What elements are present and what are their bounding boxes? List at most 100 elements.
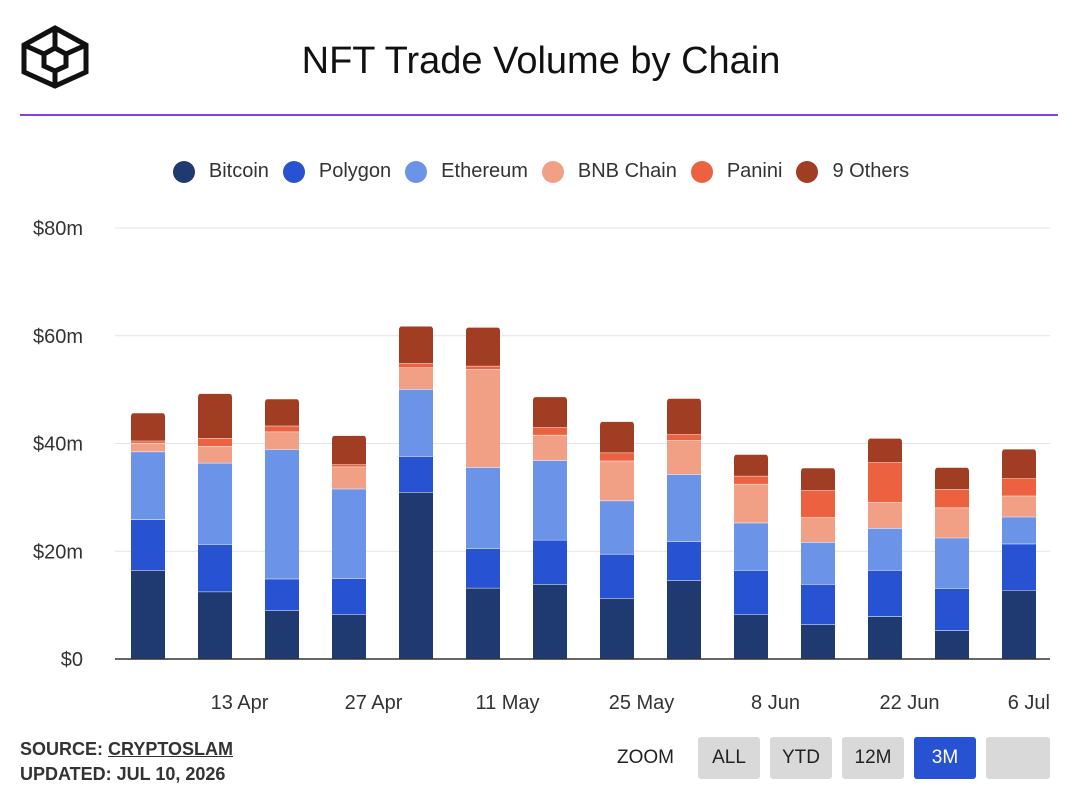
bar-segment-bnb-chain [198, 446, 232, 463]
bar-segment-bnb-chain [466, 369, 500, 468]
bar-segment-9-others [801, 467, 835, 491]
legend-swatch [690, 160, 713, 183]
zoom-12m-button[interactable]: 12M [842, 737, 904, 779]
bar-segment-polygon [667, 541, 701, 581]
page-title: NFT Trade Volume by Chain [301, 40, 781, 82]
bar-segment-9-others [667, 398, 701, 435]
bar-segment-9-others [131, 412, 165, 441]
bar-segment-bnb-chain [868, 502, 902, 529]
bar-segment-panini [131, 440, 165, 443]
bar-segment-polygon [131, 519, 165, 571]
x-tick-label: 8 Jun [751, 692, 800, 714]
zoom-3m-button[interactable]: 3M [914, 737, 976, 779]
bar-segment-polygon [734, 570, 768, 615]
bar-segment-bitcoin [600, 598, 634, 659]
bar-segment-ethereum [600, 500, 634, 554]
bar-segment-9-others [935, 467, 969, 490]
stacked-bar-chart: $0 $20m $40m $60m $80m 13 Apr 27 Apr 11 May 25 M… [33, 218, 1050, 714]
chart-legend: Bitcoin Polygon Ethereum BNB Chain Panini 9 O… [0, 160, 1082, 183]
bar-segment-bnb-chain [935, 507, 969, 538]
bar-segment-polygon [533, 539, 567, 585]
bar-segment-bnb-chain [600, 460, 634, 501]
legend-item-panini[interactable]: Panini [690, 160, 782, 183]
y-tick-label: $80m [33, 218, 83, 240]
zoom-blank-button[interactable] [986, 737, 1050, 779]
bar-segment-ethereum [399, 389, 433, 457]
bar-segment-9-others [533, 396, 567, 428]
legend-item-bitcoin[interactable]: Bitcoin [172, 160, 269, 183]
bar-segment-bnb-chain [533, 434, 567, 461]
bar-segment-9-others [600, 421, 634, 453]
legend-label: Ethereum [441, 160, 528, 182]
bar-segment-ethereum [131, 451, 165, 520]
bar-segment-9-others [399, 326, 433, 364]
bar-segment-ethereum [734, 522, 768, 571]
source-label: SOURCE: [20, 739, 109, 759]
zoom-all-button[interactable]: ALL [698, 737, 760, 779]
legend-label: Polygon [318, 160, 392, 182]
bar-segment-ethereum [801, 542, 835, 585]
legend-item-ethereum[interactable]: Ethereum [405, 160, 528, 183]
bar-segment-polygon [935, 588, 969, 631]
bar-segment-bnb-chain [131, 442, 165, 452]
bar-segment-bitcoin [734, 614, 768, 659]
zoom-label: ZOOM [617, 747, 674, 768]
x-tick-label: 13 Apr [211, 692, 269, 714]
bar-segment-bitcoin [131, 570, 165, 659]
bar-segment-panini [868, 462, 902, 503]
bar-segment-bitcoin [399, 491, 433, 659]
source-link[interactable]: CRYPTOSLAM [108, 739, 234, 759]
bar-segment-bitcoin [868, 616, 902, 659]
bar-segment-9-others [734, 454, 768, 476]
y-tick-label: $40m [33, 434, 83, 456]
legend-swatch [796, 160, 819, 183]
bar-segment-panini [332, 464, 366, 467]
legend-item-polygon[interactable]: Polygon [282, 160, 392, 183]
x-tick-label: 22 Jun [879, 692, 939, 714]
bar-segment-panini [533, 427, 567, 435]
bar-segment-panini [198, 438, 232, 447]
legend-swatch [172, 160, 195, 183]
bar-segment-polygon [1002, 543, 1036, 591]
bar-segment-bnb-chain [1002, 495, 1036, 517]
bar-segment-bnb-chain [801, 517, 835, 543]
source-info: SOURCE: CRYPTOSLAM UPDATED: JUL 10, 2026 [20, 737, 233, 787]
bar-segment-bnb-chain [265, 431, 299, 450]
title-divider [20, 114, 1058, 116]
bar-segment-bnb-chain [667, 440, 701, 475]
bar-segment-9-others [265, 398, 299, 426]
bar-segment-panini [265, 425, 299, 432]
legend-label: Bitcoin [208, 160, 269, 182]
bar-segment-polygon [868, 570, 902, 617]
bar-segment-polygon [265, 578, 299, 611]
bar-segment-ethereum [667, 474, 701, 542]
bar-segment-polygon [466, 548, 500, 588]
bar-segment-ethereum [466, 467, 500, 549]
bar-segment-panini [935, 489, 969, 508]
y-tick-label: $60m [33, 326, 83, 348]
bar-segment-ethereum [533, 460, 567, 540]
bar-segment-9-others [466, 327, 500, 366]
bar-segment-ethereum [868, 528, 902, 571]
y-tick-label: $0 [61, 649, 83, 671]
bar-segment-bnb-chain [332, 466, 366, 489]
bar-segment-bitcoin [1002, 590, 1036, 659]
legend-label: BNB Chain [577, 160, 677, 182]
legend-label: 9 Others [832, 160, 910, 182]
bar-segment-ethereum [198, 462, 232, 545]
legend-item-bnb-chain[interactable]: BNB Chain [541, 160, 677, 183]
bar-segment-9-others [868, 438, 902, 463]
bar-segment-polygon [600, 553, 634, 599]
bar-segment-polygon [198, 544, 232, 592]
bar-segment-bitcoin [801, 624, 835, 659]
bar-segment-polygon [332, 578, 366, 615]
legend-item-9-others[interactable]: 9 Others [796, 160, 909, 183]
x-tick-label: 25 May [609, 692, 675, 714]
bar-segment-ethereum [1002, 516, 1036, 544]
bar-segment-bitcoin [533, 584, 567, 659]
bar-segment-9-others [198, 393, 232, 439]
bar-segment-ethereum [332, 488, 366, 579]
zoom-ytd-button[interactable]: YTD [770, 737, 832, 779]
legend-swatch [405, 160, 428, 183]
bar-segment-panini [801, 490, 835, 518]
